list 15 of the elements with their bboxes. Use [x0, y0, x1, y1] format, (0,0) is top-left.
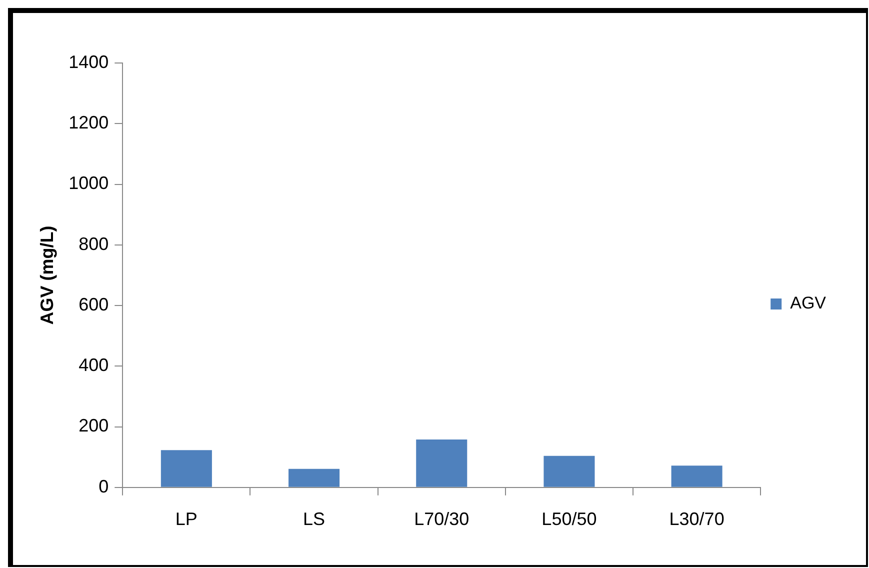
legend-label: AGV	[790, 294, 827, 313]
y-tick-label: 0	[98, 476, 109, 496]
x-tick-label: LS	[303, 509, 326, 530]
y-tick-label: 400	[78, 355, 109, 376]
y-tick-label: 1000	[68, 173, 109, 194]
x-tick-label: L50/50	[542, 509, 597, 530]
y-tick-label: 800	[78, 234, 109, 254]
x-tick-label: L30/70	[669, 509, 724, 530]
y-tick-label: 200	[78, 416, 109, 436]
y-tick-label: 1200	[68, 112, 109, 133]
x-tick-label: LP	[175, 509, 198, 530]
y-tick-label: 600	[78, 294, 109, 314]
y-tick-label: 1400	[68, 52, 109, 72]
x-tick-label: L70/30	[414, 509, 470, 530]
y-axis-title: AGV (mg/L)	[36, 226, 57, 325]
